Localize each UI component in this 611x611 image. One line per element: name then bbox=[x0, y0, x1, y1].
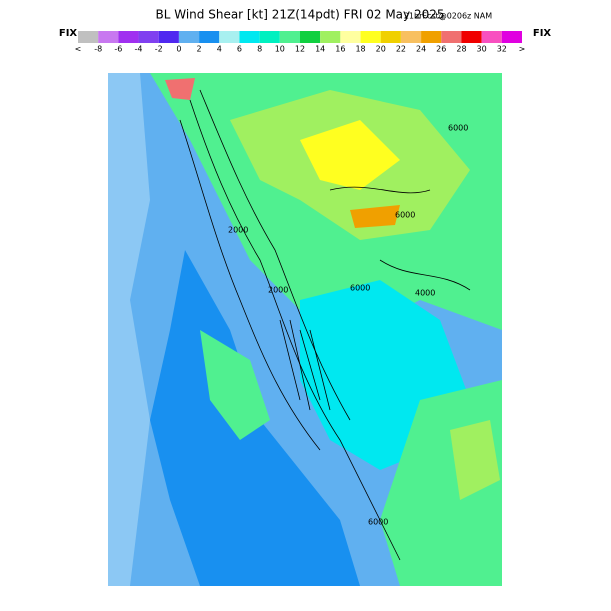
color-bar-label: 14 bbox=[315, 45, 325, 54]
coast-green bbox=[200, 330, 270, 440]
color-bar-label: 6 bbox=[237, 45, 242, 54]
color-swatch bbox=[219, 31, 240, 43]
color-bar: < -8 -6 -4 -2 0 2 4 6 8 10 12 14 16 18 20 22 24 26 28 30 32 > bbox=[75, 31, 526, 54]
color-swatch bbox=[98, 31, 119, 43]
contour-label: 6000 bbox=[395, 211, 415, 220]
contour bbox=[329, 186, 471, 291]
color-bar-label: 4 bbox=[217, 45, 222, 54]
color-swatch bbox=[421, 31, 442, 43]
color-swatch bbox=[380, 31, 401, 43]
color-swatch bbox=[501, 31, 522, 43]
color-bar-label: -2 bbox=[155, 45, 163, 54]
color-swatch bbox=[138, 31, 159, 43]
color-bar-label: 32 bbox=[497, 45, 507, 54]
color-swatch bbox=[320, 31, 341, 43]
color-swatch bbox=[78, 31, 99, 43]
color-swatch bbox=[199, 31, 220, 43]
contour bbox=[199, 89, 351, 421]
color-bar-label: 16 bbox=[335, 45, 345, 54]
color-bar-label: 20 bbox=[376, 45, 386, 54]
color-swatch bbox=[360, 31, 381, 43]
color-swatch bbox=[259, 31, 280, 43]
color-bar-label: 0 bbox=[176, 45, 181, 54]
color-swatch bbox=[239, 31, 260, 43]
color-bar-label: 30 bbox=[477, 45, 487, 54]
forecast-label: 21hrFcst@0206z NAM bbox=[404, 12, 492, 21]
color-swatch bbox=[118, 31, 139, 43]
land-orange bbox=[350, 205, 400, 228]
contour-label: 6000 bbox=[448, 124, 468, 133]
fix-left: FIX bbox=[59, 28, 78, 39]
contour-label: 4000 bbox=[415, 289, 435, 298]
color-swatch bbox=[441, 31, 462, 43]
color-bar-label: 2 bbox=[197, 45, 202, 54]
color-bar-label: 22 bbox=[396, 45, 406, 54]
color-bar-label: < bbox=[75, 45, 82, 54]
color-bar-label: 28 bbox=[456, 45, 466, 54]
fix-right: FIX bbox=[533, 28, 552, 39]
color-bar-label: 10 bbox=[275, 45, 285, 54]
contour-label: 2000 bbox=[268, 286, 288, 295]
color-swatch bbox=[279, 31, 300, 43]
color-swatch bbox=[178, 31, 200, 43]
color-bar-label: 8 bbox=[257, 45, 262, 54]
land-yellowgreen-south bbox=[450, 420, 500, 500]
color-swatch bbox=[300, 31, 321, 43]
color-swatch bbox=[481, 31, 502, 43]
ocean-shade bbox=[108, 73, 150, 586]
color-swatch bbox=[461, 31, 482, 43]
color-swatch bbox=[400, 31, 422, 43]
land-yellow bbox=[300, 120, 400, 190]
color-bar-label: 24 bbox=[416, 45, 426, 54]
color-bar-label: -4 bbox=[135, 45, 143, 54]
map: 6000 6000 6000 4000 2000 2000 6000 bbox=[108, 73, 502, 586]
color-bar-label: 18 bbox=[355, 45, 365, 54]
contour bbox=[179, 119, 321, 451]
contour-label: 6000 bbox=[350, 284, 370, 293]
color-bar-label: -8 bbox=[94, 45, 102, 54]
contour-label: 6000 bbox=[368, 518, 388, 527]
contour-label: 2000 bbox=[228, 226, 248, 235]
contour bbox=[279, 319, 331, 411]
color-bar-label: 12 bbox=[295, 45, 305, 54]
color-bar-label: > bbox=[519, 45, 526, 54]
color-swatch bbox=[340, 31, 361, 43]
land-red bbox=[165, 78, 195, 100]
color-bar-label: 26 bbox=[436, 45, 446, 54]
contour bbox=[189, 99, 401, 561]
color-bar-label: -6 bbox=[114, 45, 122, 54]
color-swatch bbox=[158, 31, 179, 43]
title: BL Wind Shear [kt] 21Z(14pdt) FRI 02 May… bbox=[156, 8, 445, 22]
